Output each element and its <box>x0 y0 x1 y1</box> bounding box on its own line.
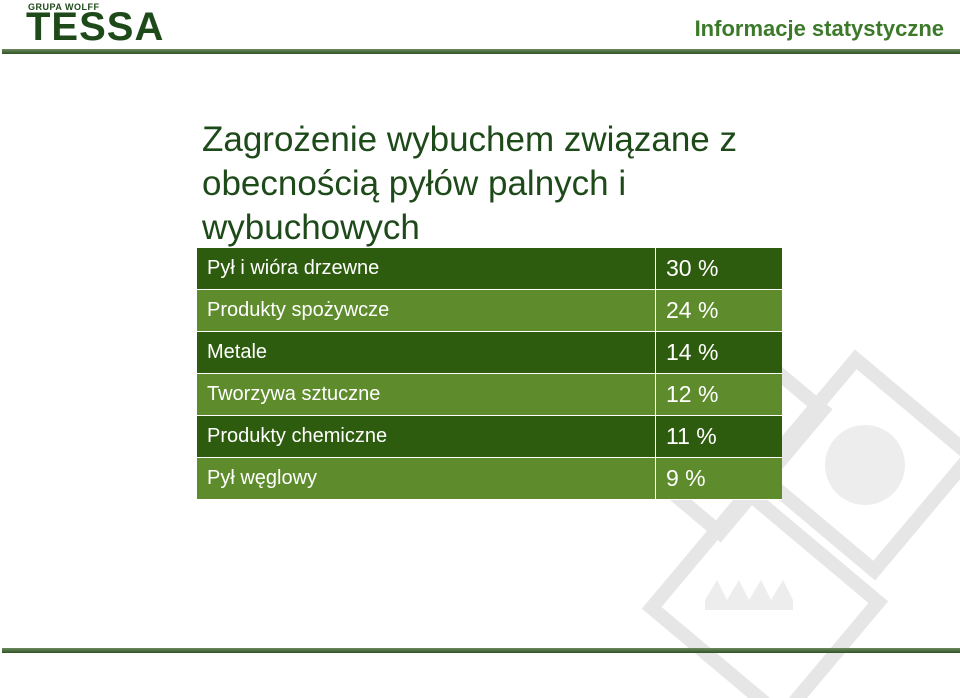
row-value: 12 % <box>655 373 782 416</box>
tessa-logo: GRUPA WOLFF TESSA <box>26 2 166 49</box>
row-label: Produkty spożywcze <box>197 289 656 332</box>
row-value: 24 % <box>655 289 782 332</box>
wave-icon <box>641 483 889 698</box>
row-label: Tworzywa sztuczne <box>197 373 656 416</box>
row-label: Produkty chemiczne <box>197 415 656 458</box>
row-value: 30 % <box>655 248 782 290</box>
row-label: Pył i wióra drzewne <box>197 248 656 290</box>
statistics-table: Pył i wióra drzewne 30 % Produkty spożyw… <box>197 248 782 500</box>
row-value: 9 % <box>655 457 782 500</box>
header-title: Informacje statystyczne <box>694 16 944 41</box>
table-row: Metale 14 % <box>197 331 782 374</box>
row-label: Metale <box>197 331 656 374</box>
table-row: Pył węglowy 9 % <box>197 457 782 500</box>
row-label: Pył węglowy <box>197 457 656 500</box>
table-row: Tworzywa sztuczne 12 % <box>197 373 782 416</box>
row-value: 11 % <box>655 415 782 458</box>
table-row: Produkty spożywcze 24 % <box>197 289 782 332</box>
logo-brand-name: TESSA <box>26 5 165 49</box>
chain-icon <box>749 349 960 581</box>
slide-title: Zagrożenie wybuchem związane z obecności… <box>202 120 737 247</box>
header-divider <box>2 49 960 54</box>
row-value: 14 % <box>655 331 782 374</box>
table-row: Pył i wióra drzewne 30 % <box>197 248 782 290</box>
logo-group-name: GRUPA WOLFF <box>28 2 100 12</box>
table-row: Produkty chemiczne 11 % <box>197 415 782 458</box>
footer-divider <box>2 648 960 653</box>
